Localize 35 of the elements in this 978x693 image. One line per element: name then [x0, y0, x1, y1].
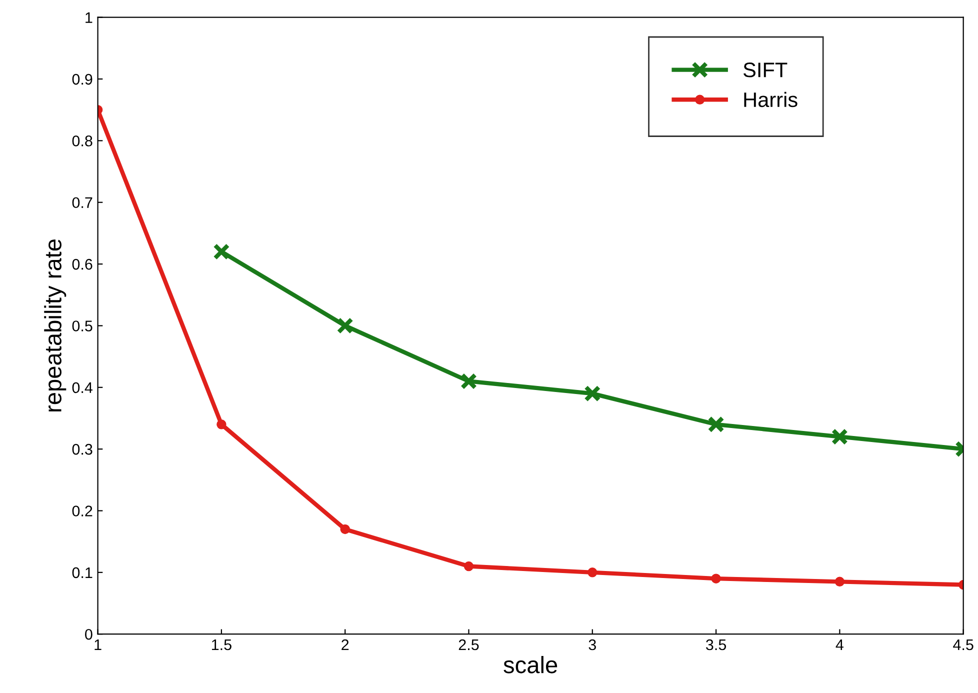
x-tick-label: 3: [588, 639, 596, 650]
point: [831, 428, 848, 446]
point: [708, 416, 724, 433]
y-tick-label: 0.4: [72, 382, 92, 394]
legend-label: SIFT: [743, 62, 788, 78]
x-tick-label: 2.5: [458, 639, 479, 650]
y-tick-label: 0.1: [72, 567, 92, 578]
point: [834, 576, 845, 587]
y-tick-label: 0.9: [72, 74, 92, 85]
y-tick-label: 0.6: [72, 258, 92, 270]
point: [213, 243, 230, 260]
x-tick-label: 1: [94, 640, 102, 650]
x-tick-label: 1.5: [212, 640, 232, 650]
point: [711, 574, 721, 584]
y-tick-label: 0.2: [72, 506, 92, 516]
point: [336, 317, 354, 334]
y-tick-label: 0: [85, 628, 92, 640]
x-tick-label: 4.5: [953, 640, 974, 650]
y-tick-label: 1: [86, 12, 92, 23]
y-tick-label: 0.3: [72, 444, 92, 455]
point: [216, 420, 226, 430]
y-tick-label: 0.5: [72, 320, 92, 332]
x-axis-title: scale: [504, 656, 558, 674]
x-tick-label: 3.5: [706, 639, 726, 650]
point: [340, 524, 350, 534]
x-tick-label: 4: [836, 640, 844, 650]
y-axis-title: repeatability rate: [44, 239, 66, 412]
point: [588, 568, 598, 578]
y-tick-label: 0.8: [72, 136, 92, 146]
point: [584, 385, 601, 402]
y-tick-label: 0.7: [72, 197, 92, 208]
point: [464, 561, 474, 572]
legend-label: Harris: [744, 92, 798, 108]
point: [460, 372, 478, 390]
x-tick-label: 2: [342, 639, 349, 650]
